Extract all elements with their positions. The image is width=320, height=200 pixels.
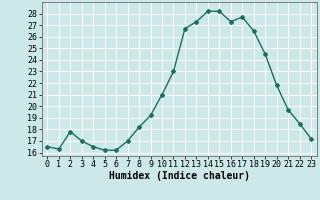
X-axis label: Humidex (Indice chaleur): Humidex (Indice chaleur)	[109, 171, 250, 181]
